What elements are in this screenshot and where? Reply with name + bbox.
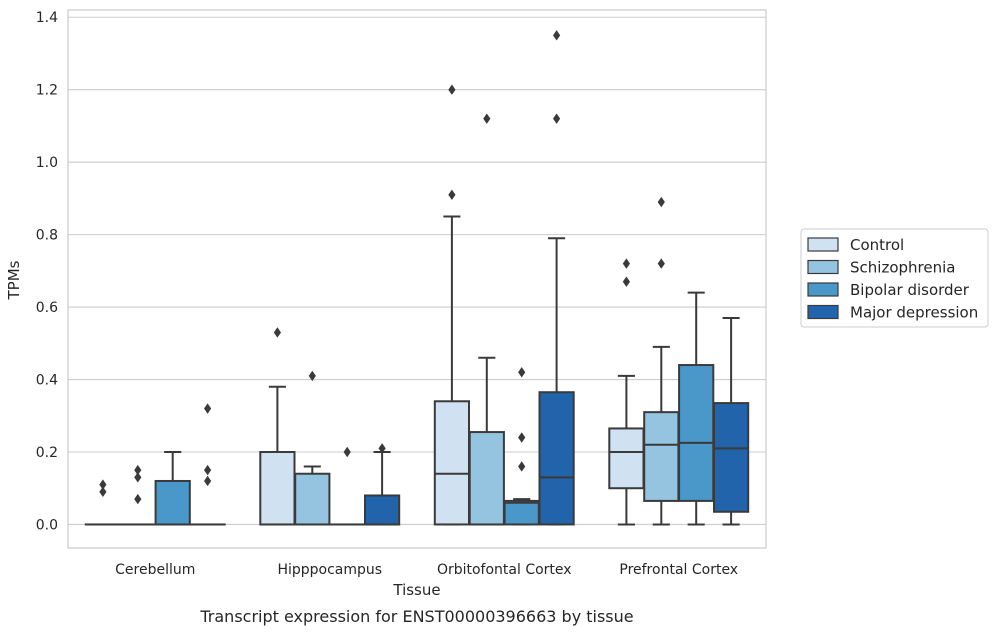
- y-tick-label: 0.6: [36, 300, 58, 316]
- outlier-point: [308, 370, 316, 382]
- outlier-point: [622, 258, 630, 269]
- outlier-point: [99, 486, 107, 498]
- box-body: [538, 391, 575, 526]
- y-axis-label: TPMs: [5, 260, 23, 300]
- x-axis-label: Tissue: [392, 581, 440, 599]
- outlier-point: [448, 189, 456, 200]
- outlier-point: [518, 461, 526, 472]
- outlier-point: [657, 196, 665, 208]
- chart-caption: Transcript expression for ENST0000039666…: [199, 607, 633, 626]
- legend-label: Control: [850, 236, 904, 254]
- box-bipolar-disorder: [503, 367, 540, 526]
- outlier-point: [622, 276, 630, 287]
- box-bipolar-disorder: [329, 446, 366, 526]
- outlier-point: [518, 367, 526, 378]
- box-body: [154, 479, 191, 526]
- x-tick-label: Hipppocampus: [277, 562, 382, 578]
- y-tick-label: 0.0: [36, 517, 58, 533]
- legend-swatch: [807, 282, 839, 297]
- y-tick-label: 0.2: [36, 445, 58, 461]
- box-body: [643, 411, 680, 502]
- box-body: [468, 431, 505, 526]
- box-control: [84, 479, 122, 526]
- outlier-point: [204, 403, 212, 414]
- box-body: [712, 402, 750, 513]
- box-major-depression: [363, 443, 401, 526]
- outlier-point: [657, 258, 665, 269]
- plot-area-frame: [67, 9, 767, 549]
- x-tick-label: Cerebellum: [115, 562, 195, 578]
- outlier-point: [204, 475, 212, 487]
- outlier-point: [204, 464, 212, 476]
- box-control: [433, 84, 471, 526]
- outlier-point: [273, 327, 281, 338]
- outlier-point: [378, 443, 386, 454]
- y-tick-label: 0.4: [36, 373, 58, 389]
- box-plots: [84, 30, 750, 526]
- box-major-depression: [712, 316, 750, 526]
- y-tick-label: 1.4: [36, 10, 58, 26]
- outlier-point: [134, 493, 142, 505]
- box-control: [608, 258, 645, 526]
- legend-swatch: [807, 304, 839, 320]
- box-body: [363, 494, 401, 526]
- legend-label: Bipolar disorder: [850, 281, 970, 299]
- x-tick-labels: Cerebellum Hipppocampus Orbitofontal Corte…: [115, 562, 738, 578]
- box-bipolar-disorder: [678, 291, 715, 526]
- box-body: [433, 400, 471, 526]
- y-tick-label: 1.0: [36, 155, 58, 171]
- legend-swatch: [807, 237, 839, 252]
- grid: [68, 16, 766, 526]
- outlier-point: [99, 479, 107, 490]
- x-tick-label: Orbitofontal Cortex: [437, 562, 572, 578]
- outlier-point: [518, 432, 526, 443]
- y-tick-label: 0.8: [36, 228, 58, 244]
- box-body: [608, 427, 645, 490]
- x-tick-label: Prefrontal Cortex: [619, 562, 738, 578]
- box-schizophrenia: [119, 464, 156, 526]
- outlier-point: [553, 113, 561, 124]
- y-tick-labels: 0.0 0.2 0.4 0.6 0.8 1.0 1.2 1.4: [36, 10, 58, 533]
- outlier-point: [343, 446, 351, 458]
- legend-label: Schizophrenia: [850, 259, 955, 277]
- box-body: [294, 472, 331, 526]
- box-schizophrenia: [468, 113, 505, 526]
- outlier-point: [134, 464, 142, 476]
- box-major-depression: [538, 30, 575, 526]
- box-body: [503, 499, 540, 526]
- legend-label: Major depression: [850, 304, 978, 322]
- y-tick-label: 1.2: [36, 83, 58, 99]
- outlier-point: [483, 113, 491, 124]
- legend-swatch: [807, 259, 839, 275]
- box-control: [259, 327, 296, 526]
- box-schizophrenia: [294, 370, 331, 526]
- box-body: [259, 450, 296, 526]
- outlier-point: [448, 84, 456, 95]
- box-bipolar-disorder: [154, 450, 191, 526]
- box-major-depression: [189, 403, 226, 526]
- legend: Control Schizophrenia Bipolar disorder Majo…: [800, 228, 989, 328]
- outlier-point: [553, 30, 561, 41]
- legend-frame: [800, 228, 989, 328]
- box-body: [678, 364, 715, 502]
- box-schizophrenia: [643, 196, 680, 526]
- outlier-point: [134, 472, 142, 483]
